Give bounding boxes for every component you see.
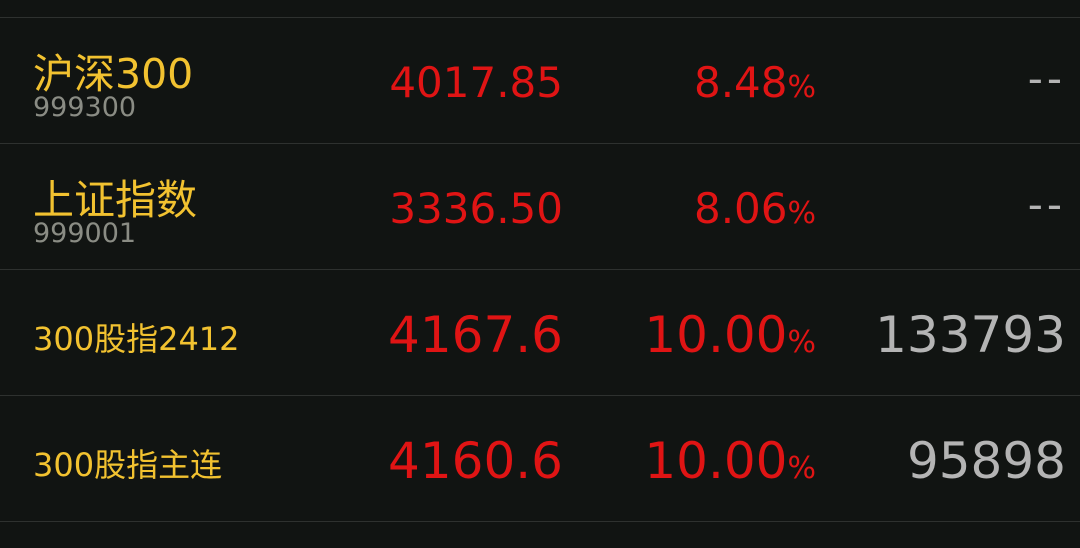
quote-change: 10.00%: [644, 432, 816, 490]
change-value: 10.00: [644, 432, 788, 490]
quote-price: 4167.6: [388, 306, 563, 364]
quote-volume: --: [1027, 180, 1066, 229]
quote-change: 8.06%: [694, 184, 816, 233]
change-unit: %: [787, 325, 816, 360]
quote-name: 300股指2412: [33, 320, 240, 358]
quote-name: 300股指主连: [33, 446, 223, 484]
change-unit: %: [787, 70, 816, 105]
change-value: 10.00: [644, 306, 788, 364]
quote-volume: --: [1027, 54, 1066, 103]
quote-name: 沪深300: [33, 50, 194, 98]
quote-row-if-main[interactable]: 300股指主连 4160.6 10.00% 95898: [0, 396, 1080, 522]
divider: [0, 521, 1080, 522]
quote-change: 10.00%: [644, 306, 816, 364]
quote-code: 999300: [33, 92, 137, 123]
divider: [0, 395, 1080, 396]
quote-price: 4160.6: [388, 432, 563, 490]
quote-change: 8.48%: [694, 58, 816, 107]
divider: [0, 143, 1080, 144]
quote-price: 4017.85: [389, 58, 563, 107]
quote-volume: 95898: [906, 432, 1066, 490]
change-value: 8.06: [693, 184, 788, 233]
quote-code: 999001: [33, 218, 137, 249]
change-value: 8.48: [693, 58, 788, 107]
quote-row-if2412[interactable]: 300股指2412 4167.6 10.00% 133793: [0, 270, 1080, 396]
quote-row-hs300[interactable]: 沪深300 999300 4017.85 8.48% --: [0, 18, 1080, 144]
change-unit: %: [787, 451, 816, 486]
quote-price: 3336.50: [389, 184, 563, 233]
change-unit: %: [787, 196, 816, 231]
quote-volume: 133793: [875, 306, 1066, 364]
quote-name: 上证指数: [33, 176, 197, 224]
divider: [0, 269, 1080, 270]
divider: [0, 17, 1080, 18]
quote-row-sse[interactable]: 上证指数 999001 3336.50 8.06% --: [0, 144, 1080, 270]
